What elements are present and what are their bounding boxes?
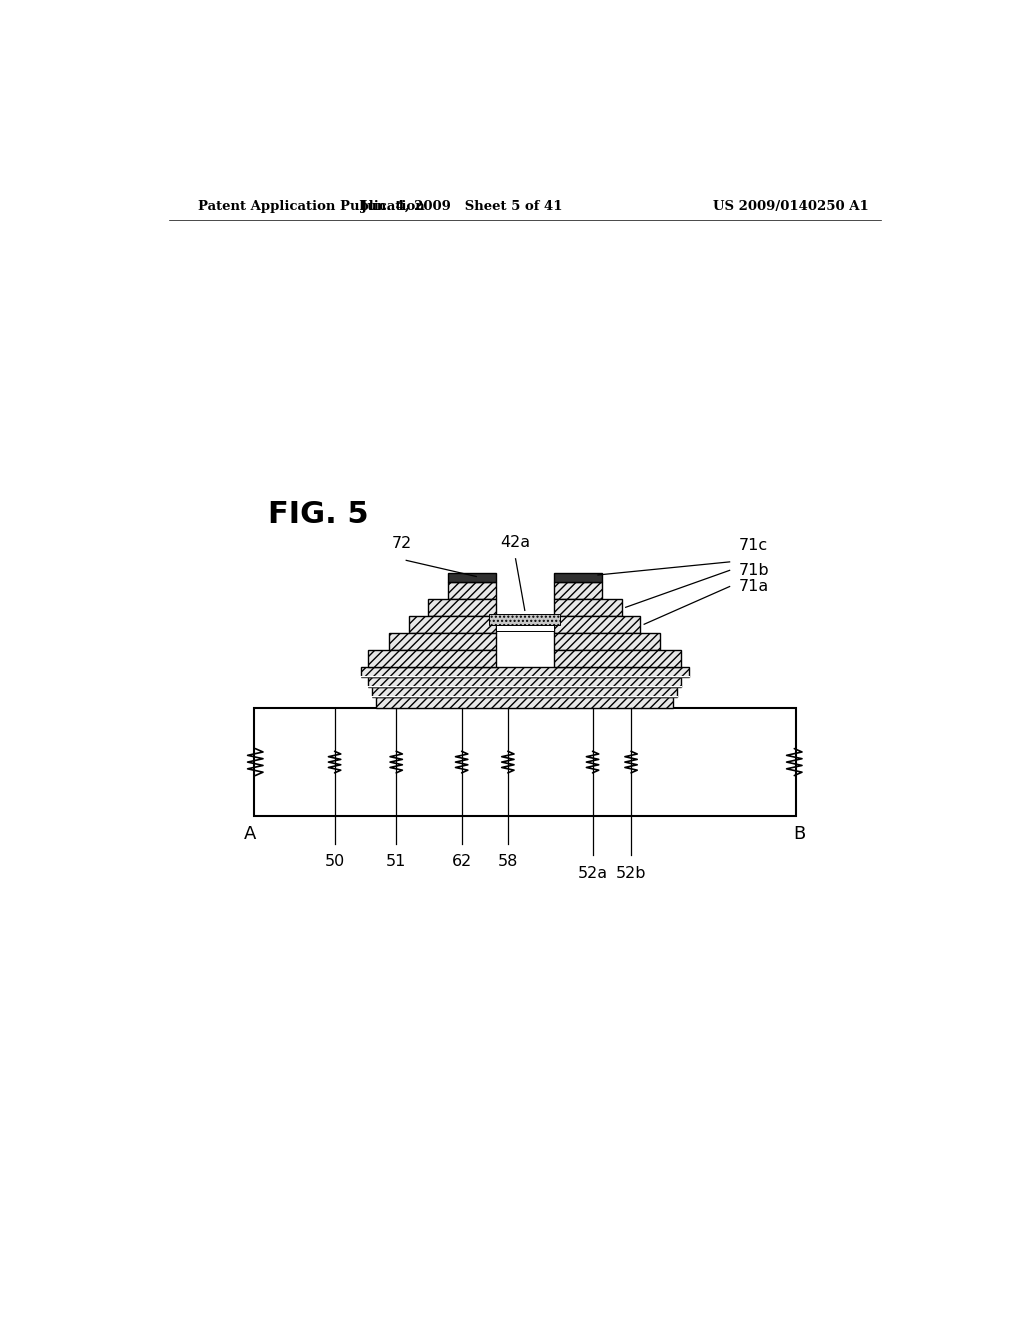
Text: 52b: 52b: [615, 866, 646, 880]
Polygon shape: [373, 686, 677, 697]
Text: 71a: 71a: [739, 579, 769, 594]
Text: 71c: 71c: [739, 537, 768, 553]
Polygon shape: [376, 697, 674, 708]
Polygon shape: [369, 677, 681, 686]
Polygon shape: [554, 632, 660, 649]
Text: 62: 62: [452, 854, 472, 870]
Text: 42a: 42a: [501, 535, 530, 549]
Polygon shape: [554, 582, 602, 599]
Text: 58: 58: [498, 854, 518, 870]
Polygon shape: [389, 632, 496, 649]
Text: Patent Application Publication: Patent Application Publication: [199, 199, 425, 213]
Text: Jun. 4, 2009   Sheet 5 of 41: Jun. 4, 2009 Sheet 5 of 41: [360, 199, 562, 213]
Text: FIG. 5: FIG. 5: [267, 500, 369, 528]
Polygon shape: [428, 599, 496, 615]
Text: 52a: 52a: [578, 866, 607, 880]
Polygon shape: [496, 626, 554, 631]
Polygon shape: [369, 649, 496, 667]
Text: A: A: [244, 825, 256, 843]
Polygon shape: [254, 708, 796, 816]
Polygon shape: [554, 615, 640, 632]
Polygon shape: [554, 649, 681, 667]
Text: B: B: [794, 825, 806, 843]
Text: US 2009/0140250 A1: US 2009/0140250 A1: [714, 199, 869, 213]
Text: 71b: 71b: [739, 562, 769, 578]
Text: 72: 72: [392, 536, 413, 552]
Polygon shape: [360, 667, 689, 677]
Polygon shape: [489, 614, 560, 626]
Polygon shape: [410, 615, 496, 632]
Polygon shape: [554, 599, 622, 615]
Polygon shape: [447, 582, 496, 599]
Text: 51: 51: [386, 854, 407, 870]
Polygon shape: [447, 573, 496, 582]
Text: 50: 50: [325, 854, 345, 870]
Polygon shape: [554, 573, 602, 582]
